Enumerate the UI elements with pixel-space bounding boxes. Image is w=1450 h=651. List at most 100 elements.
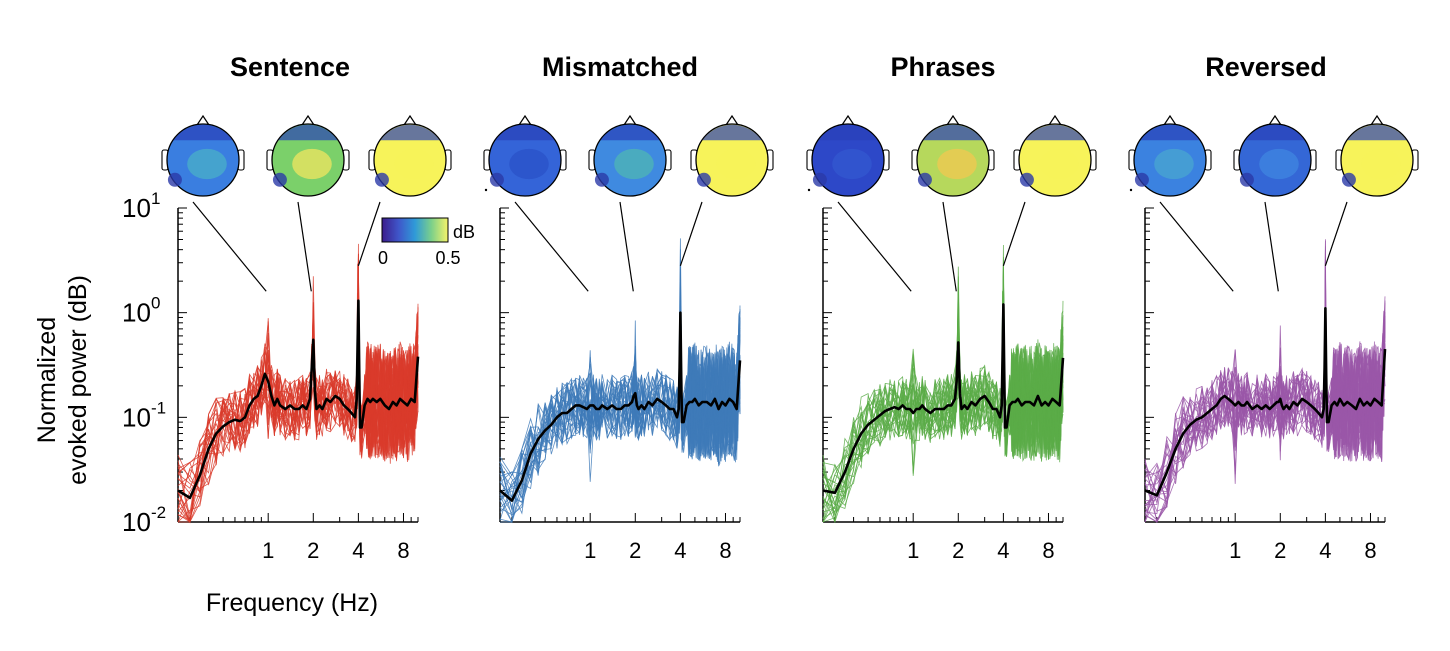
topography-patch: [812, 172, 827, 187]
x-tick-label: 8: [397, 538, 409, 563]
head-nose: [725, 114, 739, 126]
topography-connector: [357, 201, 381, 267]
individual-traces: [499, 238, 741, 524]
topography-blob: [937, 148, 977, 180]
x-tick-label: 4: [1319, 538, 1331, 563]
head-nose: [946, 114, 960, 126]
topography-connector: [297, 201, 312, 292]
x-tick-label: 8: [1364, 538, 1376, 563]
head-nose: [1163, 114, 1177, 126]
topography-connector: [942, 201, 957, 292]
topography-map: [266, 114, 350, 292]
topography-connector: [514, 201, 589, 292]
topography-map: [1324, 114, 1419, 267]
colorbar-min-label: 0: [378, 248, 388, 268]
head-nose: [518, 114, 532, 126]
x-tick-label: 8: [1042, 538, 1054, 563]
topography-patch: [1341, 172, 1356, 187]
topography-connector: [1002, 201, 1026, 267]
x-tick-label: 4: [997, 538, 1009, 563]
x-tick-label: 2: [307, 538, 319, 563]
panel-title: Sentence: [230, 52, 350, 82]
x-tick-label: 8: [719, 538, 731, 563]
topography-frontal: [702, 124, 762, 141]
x-tick-label: 1: [907, 538, 919, 563]
y-axis-label-line1: Normalized: [33, 317, 61, 443]
topography-map: [911, 114, 995, 292]
topography-connector: [837, 201, 912, 292]
topography-patch: [594, 172, 609, 187]
topography-blob: [1361, 148, 1401, 180]
topography-map: [161, 114, 267, 292]
panel-reversed: Reversed 1 2 4 8: [1128, 52, 1419, 563]
topography-connector: [619, 201, 634, 292]
x-tick-label: 4: [674, 538, 686, 563]
y-tick-label: 10: [122, 298, 151, 328]
colorbar-unit-label: dB: [453, 222, 475, 242]
head-nose: [301, 114, 315, 126]
topography-blob: [1154, 148, 1194, 180]
colorbar-gradient: [381, 217, 449, 243]
topography-frontal: [278, 124, 338, 141]
topography-map: [1002, 114, 1097, 267]
head-nose: [1370, 114, 1384, 126]
topography-patch: [272, 172, 287, 187]
individual-trace: [1144, 312, 1386, 502]
mean-trace: [499, 311, 742, 502]
topography-map: [483, 114, 589, 292]
topography-blob: [716, 148, 756, 180]
topography-frontal: [1347, 124, 1407, 141]
topography-blob: [187, 148, 227, 180]
topography-blob: [614, 148, 654, 180]
head-nose: [841, 114, 855, 126]
topography-map: [1128, 114, 1234, 292]
y-tick-label: 10: [122, 193, 151, 223]
x-axis-label: Frequency (Hz): [206, 589, 378, 617]
topography-frontal: [923, 124, 983, 141]
x-tick-label: 2: [1274, 538, 1286, 563]
y-tick-exponent: -1: [151, 398, 166, 417]
x-tick-label: 1: [1229, 538, 1241, 563]
topography-connector: [1159, 201, 1234, 292]
topography-patch: [489, 172, 504, 187]
topography-map: [588, 114, 672, 292]
topography-map: [806, 114, 912, 292]
individual-traces: [1144, 239, 1386, 524]
individual-traces: [177, 243, 419, 524]
topography-patch: [917, 172, 932, 187]
head-nose: [196, 114, 210, 126]
individual-trace: [499, 345, 741, 512]
individual-traces: [822, 244, 1064, 524]
topography-frontal: [818, 124, 878, 141]
topography-patch: [696, 172, 711, 187]
topography-frontal: [380, 124, 440, 141]
y-tick-label: 10: [122, 507, 151, 537]
panel-title: Reversed: [1205, 52, 1327, 82]
head-nose: [623, 114, 637, 126]
topography-connector: [1324, 201, 1348, 267]
y-tick-exponent: 1: [151, 189, 160, 208]
topography-frontal: [1140, 124, 1200, 141]
colorbar: dB 0 0.5: [378, 217, 475, 268]
y-tick-label: 10: [122, 402, 151, 432]
individual-trace: [822, 263, 1064, 505]
topography-frontal: [600, 124, 660, 141]
panel-title: Phrases: [890, 52, 995, 82]
panel-phrases: Phrases 1 2 4 8: [806, 52, 1097, 563]
panel-title: Mismatched: [542, 52, 698, 82]
topography-connector: [679, 201, 703, 267]
topography-blob: [394, 148, 434, 180]
y-tick-exponent: -2: [151, 503, 166, 522]
topography-patch: [1019, 172, 1034, 187]
x-tick-label: 2: [629, 538, 641, 563]
axis-artifact-dot: [1129, 188, 1133, 192]
x-tick-label: 4: [352, 538, 364, 563]
topography-connector: [192, 201, 267, 292]
mean-trace: [177, 299, 420, 500]
individual-trace: [822, 331, 1064, 523]
topography-frontal: [495, 124, 555, 141]
topography-blob: [1039, 148, 1079, 180]
